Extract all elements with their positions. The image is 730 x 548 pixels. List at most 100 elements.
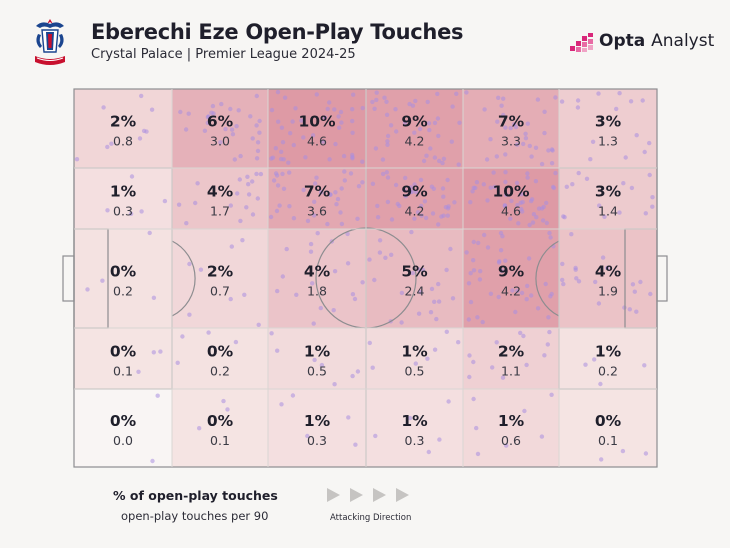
touch-dot xyxy=(427,127,432,133)
touch-dot xyxy=(230,132,236,137)
zone-percentage: 0% xyxy=(595,412,622,430)
touch-dot xyxy=(520,200,525,205)
touch-dot xyxy=(277,203,282,208)
touch-dot xyxy=(384,99,389,105)
touch-dot xyxy=(523,136,529,141)
touch-dot xyxy=(382,95,387,100)
touch-dot xyxy=(527,143,532,149)
touch-dot xyxy=(549,161,555,166)
touch-dot xyxy=(353,442,358,447)
heat-zone-r5-c2 xyxy=(172,389,268,467)
touch-dot xyxy=(419,203,424,209)
touch-dot xyxy=(373,146,379,151)
touch-dot xyxy=(467,374,472,380)
zone-percentage: 2% xyxy=(498,343,525,361)
touch-dot xyxy=(432,155,438,160)
touch-dot xyxy=(471,268,477,273)
touch-dot xyxy=(526,256,532,261)
touch-dot xyxy=(590,139,596,144)
touch-dot xyxy=(367,257,372,262)
touch-dot xyxy=(284,246,289,252)
touch-dot xyxy=(544,220,549,226)
touch-dot xyxy=(205,114,211,120)
touch-dot xyxy=(475,315,480,320)
touch-dot xyxy=(468,299,474,305)
heat-zone-r5-c6 xyxy=(559,389,657,467)
touch-dot xyxy=(529,293,534,298)
touch-dot xyxy=(549,392,554,397)
touch-dot xyxy=(640,98,645,103)
touch-dot xyxy=(279,149,284,154)
touch-dot xyxy=(360,280,365,285)
touch-dot xyxy=(394,129,399,134)
touch-dot xyxy=(380,157,386,162)
touch-dot xyxy=(575,105,581,110)
touch-dot xyxy=(576,170,581,176)
heat-zone-r5-c1 xyxy=(74,389,172,467)
zone-touches-per90: 1.9 xyxy=(598,284,618,299)
touch-dot xyxy=(466,281,472,286)
touch-dot xyxy=(553,170,558,176)
touch-dot xyxy=(508,216,513,221)
touch-dot xyxy=(377,238,383,243)
zone-percentage: 2% xyxy=(110,113,137,131)
zone-percentage: 2% xyxy=(207,263,234,281)
touch-dot xyxy=(310,133,316,138)
touch-dot xyxy=(137,136,143,141)
touch-dot xyxy=(380,171,386,177)
touch-dot xyxy=(503,170,508,175)
left-penalty-arc xyxy=(171,240,196,317)
touch-dot xyxy=(574,276,579,281)
zone-grid xyxy=(74,89,657,467)
touch-dot xyxy=(604,265,610,271)
touch-dot xyxy=(515,288,520,294)
touch-dot xyxy=(439,214,444,219)
touch-dot xyxy=(499,103,504,108)
touch-dot xyxy=(504,443,509,448)
touch-dot xyxy=(647,172,652,178)
touch-dot xyxy=(456,340,461,345)
zone-touches-per90: 4.6 xyxy=(501,204,521,219)
touch-dot xyxy=(294,292,299,297)
touch-dot xyxy=(198,267,204,272)
touch-dot xyxy=(385,199,391,205)
touch-dot xyxy=(384,170,389,175)
touch-dot xyxy=(205,120,210,126)
touch-dot xyxy=(524,297,529,302)
touch-dot xyxy=(450,104,455,109)
touch-dot xyxy=(350,156,355,161)
touch-dot xyxy=(319,362,325,368)
touch-dot xyxy=(444,329,449,334)
touch-dot xyxy=(383,255,388,260)
touch-dot xyxy=(417,126,423,132)
touch-dot xyxy=(542,109,547,115)
touch-dot xyxy=(474,425,479,431)
touch-dot xyxy=(496,260,502,265)
touch-dot xyxy=(642,363,647,368)
zone-touches-per90: 0.3 xyxy=(113,204,133,219)
touch-dot xyxy=(270,155,276,160)
touch-dot xyxy=(254,171,259,177)
touch-dot xyxy=(373,433,378,439)
zone-touches-per90: 1.8 xyxy=(307,284,327,299)
touch-dot xyxy=(516,221,521,226)
touch-dot xyxy=(501,96,506,101)
touch-dot xyxy=(399,320,404,325)
touch-dot xyxy=(547,329,552,335)
touch-dot xyxy=(471,239,476,245)
touch-dot xyxy=(504,192,509,197)
touch-dot xyxy=(541,204,546,210)
touch-dot xyxy=(415,210,421,215)
touch-dot xyxy=(488,137,493,142)
touch-dot xyxy=(514,180,520,186)
touch-dot xyxy=(229,244,234,249)
touch-dot xyxy=(436,281,441,287)
touch-dot xyxy=(548,235,553,240)
touch-dot xyxy=(312,357,317,363)
touch-dot xyxy=(257,130,262,135)
touch-dot xyxy=(269,331,274,336)
touch-dot xyxy=(256,322,261,327)
zone-touches-per90: 0.5 xyxy=(307,364,327,379)
touch-dot xyxy=(345,261,351,266)
zone-percentage: 1% xyxy=(498,412,525,430)
